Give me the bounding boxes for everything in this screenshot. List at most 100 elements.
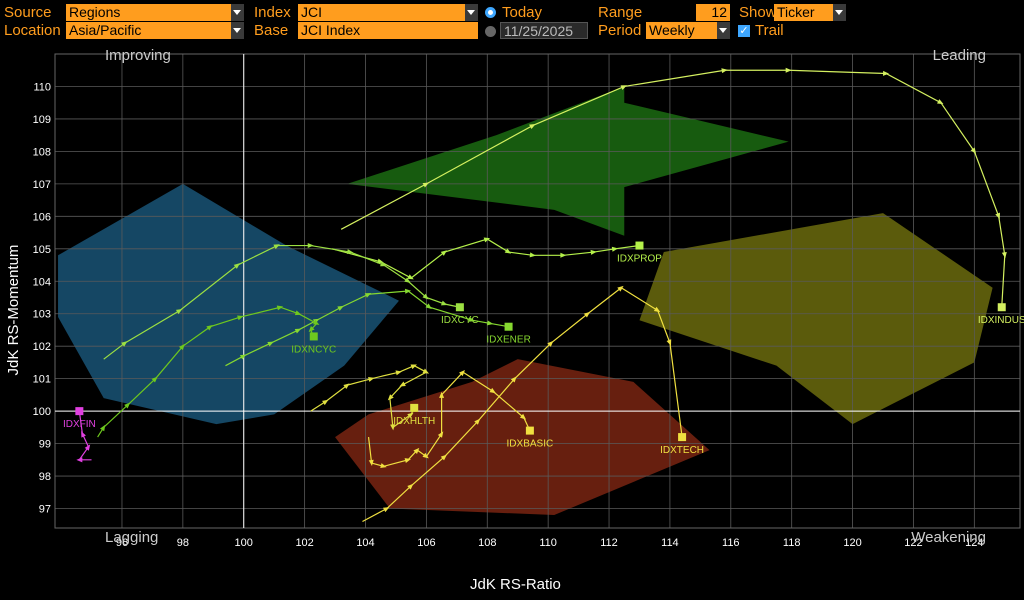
x-tick-label: 122 [904, 537, 922, 549]
series-point [390, 424, 396, 431]
series-point [970, 147, 977, 154]
chevron-down-icon [467, 10, 475, 15]
series-point [413, 447, 420, 454]
series-point [368, 459, 374, 467]
series-label: IDXINDUS [978, 315, 1024, 326]
series-point [882, 70, 890, 76]
source-dropdown[interactable]: Regions [66, 4, 244, 21]
series-point [422, 452, 429, 459]
series-point [308, 326, 315, 333]
series-point [382, 507, 390, 513]
series-point [380, 463, 387, 468]
series-point [175, 308, 183, 315]
period-label: Period [598, 22, 642, 39]
y-tick-label: 97 [39, 504, 51, 516]
location-value: Asia/Pacific [69, 22, 142, 38]
series-point [307, 243, 314, 249]
series-point [346, 249, 354, 255]
series-point [273, 244, 280, 250]
index-dropdown[interactable]: JCI [298, 4, 478, 21]
series-point [121, 341, 128, 347]
plot-frame [54, 53, 1021, 529]
series-point [206, 324, 213, 331]
series-head [410, 403, 419, 412]
series-point [267, 341, 274, 347]
trail-label: Trail [755, 22, 784, 39]
series-idxbasic: IDXBASIC [367, 369, 553, 468]
series-point [84, 444, 91, 451]
y-tick-label: 105 [33, 244, 51, 256]
x-tick-label: 106 [417, 537, 435, 549]
series-idxindus: IDXINDUS [340, 67, 1024, 326]
range-input[interactable]: 12 [696, 4, 730, 21]
series-point [395, 370, 402, 376]
period-value: Weekly [649, 22, 695, 38]
series-point [529, 123, 536, 130]
quadrant-leading [347, 86, 789, 236]
date-radio[interactable] [485, 26, 496, 37]
series-point [76, 457, 83, 463]
series-point [785, 67, 792, 73]
range-value: 12 [711, 4, 727, 20]
series-point [322, 399, 329, 406]
series-point [439, 391, 445, 398]
quadrant-label-weakening: Weakening [911, 529, 986, 546]
quadrant-label-lagging: Lagging [105, 529, 158, 546]
series-idxcyc: IDXCYC [103, 243, 479, 360]
quadrant-weakening [639, 213, 993, 425]
series-head [504, 322, 513, 331]
base-input[interactable]: JCI Index [298, 22, 478, 39]
today-label: Today [502, 4, 543, 21]
series-point [233, 263, 241, 269]
show-dropdown[interactable]: Ticker [774, 4, 846, 21]
series-point [547, 340, 554, 347]
series-point [404, 288, 412, 294]
base-label: Base [254, 22, 289, 39]
series-point [721, 68, 728, 74]
index-value: JCI [301, 4, 322, 20]
series-head [635, 241, 644, 250]
grid [55, 54, 1020, 528]
series-idxfin: IDXFIN [63, 407, 96, 463]
series-line [331, 238, 640, 279]
y-tick-label: 109 [33, 114, 51, 126]
trail-checkbox[interactable]: ✓ [738, 25, 750, 37]
x-axis-title: JdK RS-Ratio [470, 576, 561, 593]
base-value: JCI Index [301, 22, 361, 38]
series-point [81, 431, 86, 438]
series-point [474, 418, 481, 425]
y-tick-label: 102 [33, 341, 51, 353]
series-point [425, 303, 432, 310]
series-point [440, 300, 448, 306]
series-point [239, 354, 247, 360]
series-label: IDXCYC [441, 315, 479, 326]
today-radio[interactable] [485, 7, 496, 18]
series-point [422, 368, 430, 374]
series-point [510, 376, 517, 383]
date-input[interactable]: 11/25/2025 [500, 22, 588, 39]
period-dropdown[interactable]: Weekly [646, 22, 730, 39]
series-point [312, 319, 320, 325]
x-tick-label: 108 [478, 537, 496, 549]
series-label: IDXENER [486, 335, 530, 346]
series-idxener: IDXENER [225, 288, 531, 367]
series-point [468, 316, 475, 322]
x-tick-label: 104 [356, 537, 374, 549]
range-label: Range [598, 4, 643, 21]
source-label: Source [4, 4, 52, 21]
series-idxprop: IDXPROP [331, 237, 662, 280]
y-tick-label: 101 [33, 374, 51, 386]
series-point [124, 402, 131, 409]
location-dropdown[interactable]: Asia/Pacific [66, 22, 244, 39]
series-point [404, 277, 411, 283]
series-line [362, 287, 683, 523]
y-tick-label: 103 [33, 309, 51, 321]
chevron-down-icon [233, 28, 241, 33]
series-point [276, 305, 284, 311]
series-point [407, 274, 414, 280]
series-head [75, 407, 84, 416]
quadrant-lagging [335, 359, 710, 516]
y-tick-label: 100 [33, 406, 51, 418]
quadrant-improving [58, 183, 399, 425]
series-label: IDXFIN [63, 419, 96, 430]
